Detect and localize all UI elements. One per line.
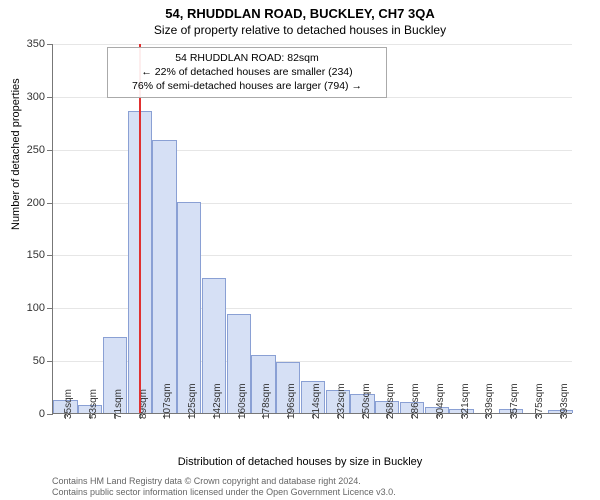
property-marker-line <box>139 44 141 413</box>
x-tick-label: 196sqm <box>286 383 297 419</box>
x-tick-label: 142sqm <box>212 383 223 419</box>
histogram-bar <box>177 202 201 413</box>
y-tick-label: 250 <box>27 144 53 156</box>
x-tick-label: 160sqm <box>237 383 248 419</box>
histogram-bar <box>152 140 176 413</box>
annotation-line3: 76% of semi-detached houses are larger (… <box>114 79 380 93</box>
x-tick-label: 321sqm <box>460 383 471 419</box>
y-tick-label: 150 <box>27 249 53 261</box>
x-tick-label: 304sqm <box>435 383 446 419</box>
footer-line2: Contains public sector information licen… <box>52 487 396 498</box>
y-tick-label: 50 <box>33 355 53 367</box>
x-tick-label: 286sqm <box>410 383 421 419</box>
y-tick-label: 200 <box>27 197 53 209</box>
chart-area: 05010015020025030035035sqm53sqm71sqm89sq… <box>52 44 572 414</box>
x-tick-label: 107sqm <box>162 383 173 419</box>
y-tick-label: 0 <box>39 408 53 420</box>
annotation-box: 54 RHUDDLAN ROAD: 82sqm← 22% of detached… <box>107 47 387 98</box>
x-tick-label: 214sqm <box>311 383 322 419</box>
x-tick-label: 35sqm <box>63 389 74 419</box>
footer-line1: Contains HM Land Registry data © Crown c… <box>52 476 396 487</box>
footer-attribution: Contains HM Land Registry data © Crown c… <box>52 476 396 499</box>
gridline <box>53 44 572 45</box>
x-axis-label: Distribution of detached houses by size … <box>0 456 600 468</box>
annotation-line2: ← 22% of detached houses are smaller (23… <box>114 65 380 79</box>
y-tick-label: 300 <box>27 91 53 103</box>
x-tick-label: 125sqm <box>187 383 198 419</box>
x-tick-label: 71sqm <box>113 389 124 419</box>
x-tick-label: 250sqm <box>361 383 372 419</box>
y-tick-label: 350 <box>27 38 53 50</box>
plot-area: 05010015020025030035035sqm53sqm71sqm89sq… <box>52 44 572 414</box>
x-tick-label: 357sqm <box>509 383 520 419</box>
y-tick-label: 100 <box>27 302 53 314</box>
x-tick-label: 393sqm <box>559 383 570 419</box>
annotation-line1: 54 RHUDDLAN ROAD: 82sqm <box>114 51 380 65</box>
x-tick-label: 178sqm <box>261 383 272 419</box>
y-axis-label: Number of detached properties <box>10 78 22 230</box>
page-title-address: 54, RHUDDLAN ROAD, BUCKLEY, CH7 3QA <box>0 0 600 21</box>
x-tick-label: 375sqm <box>534 383 545 419</box>
x-tick-label: 268sqm <box>385 383 396 419</box>
x-tick-label: 232sqm <box>336 383 347 419</box>
x-tick-label: 339sqm <box>484 383 495 419</box>
page-subtitle: Size of property relative to detached ho… <box>0 21 600 37</box>
x-tick-label: 53sqm <box>88 389 99 419</box>
